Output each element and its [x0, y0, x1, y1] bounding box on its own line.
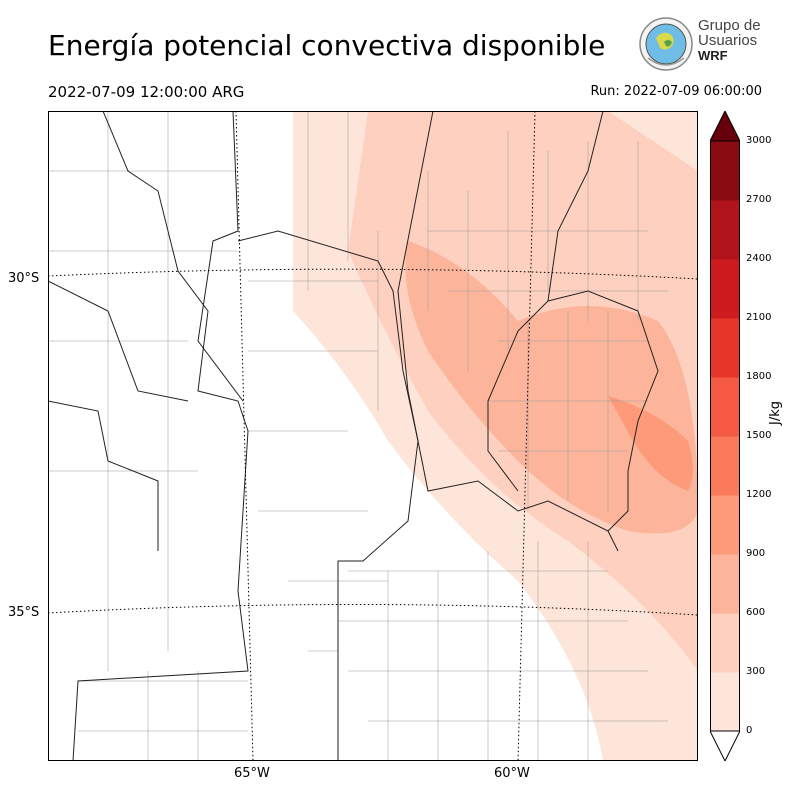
colorbar-bin	[710, 259, 740, 319]
lon-label-60w: 60°W	[494, 766, 530, 781]
province-borders	[47, 110, 659, 762]
colorbar-extend-max	[709, 109, 741, 142]
map-title: Energía potencial convectiva disponible	[48, 29, 606, 62]
colorbar-unit: J/kg	[768, 401, 783, 425]
colorbar-bin	[710, 554, 740, 614]
colorbar-tick-label: 2400	[746, 253, 772, 264]
colorbar-tick-label: 3000	[746, 135, 772, 146]
wrf-group-logo: Grupo de Usuarios WRF	[638, 16, 768, 72]
colorbar-bin	[710, 318, 740, 378]
colorbar	[709, 109, 741, 763]
map-canvas	[47, 110, 699, 762]
colorbar-tick-label: 1500	[746, 430, 772, 441]
cape-map	[47, 110, 699, 762]
lon-label-65w: 65°W	[234, 766, 270, 781]
globe-icon	[639, 17, 693, 71]
colorbar-tick-label: 2700	[746, 194, 772, 205]
colorbar-bin	[710, 495, 740, 555]
colorbar-tick-label: 900	[746, 548, 766, 559]
lat-label-30s: 30°S	[8, 271, 40, 286]
colorbar-extend-min	[709, 730, 741, 763]
colorbar-tick-label: 2100	[746, 312, 772, 323]
colorbar-tick-label: 1200	[746, 489, 772, 500]
colorbar-bin	[710, 436, 740, 496]
county-borders	[48, 111, 668, 761]
colorbar-bin	[710, 672, 740, 732]
colorbar-bin	[710, 141, 740, 201]
logo-text: Grupo de Usuarios WRF	[698, 17, 761, 63]
graticule	[47, 110, 699, 762]
colorbar-frame	[710, 140, 740, 732]
valid-time: 2022-07-09 12:00:00 ARG	[48, 83, 245, 101]
colorbar-tick-label: 300	[746, 666, 766, 677]
colorbar-bin	[710, 200, 740, 260]
cape-shading	[293, 111, 698, 761]
colorbar-bin	[710, 377, 740, 437]
colorbar-tick-label: 1800	[746, 371, 772, 382]
colorbar-bin	[710, 613, 740, 673]
colorbar-tick-label: 0	[746, 725, 753, 736]
lat-label-35s: 35°S	[8, 605, 40, 620]
colorbar-scale	[709, 109, 741, 763]
run-time: Run: 2022-07-09 06:00:00	[590, 84, 762, 99]
colorbar-tick-label: 600	[746, 607, 766, 618]
